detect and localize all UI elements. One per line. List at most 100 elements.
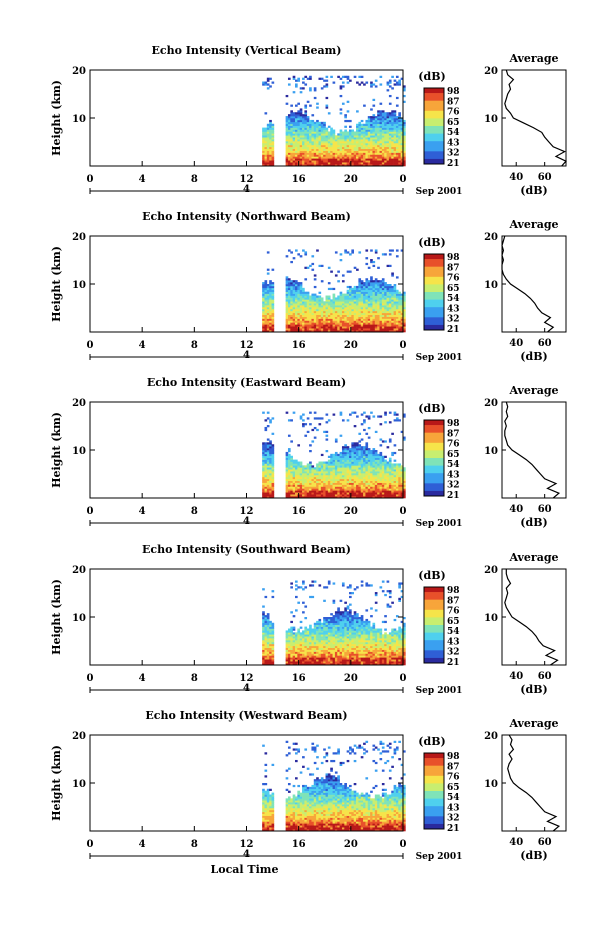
heatmap-cell (304, 301, 308, 304)
heatmap-cell (344, 482, 347, 485)
heatmap-cell (349, 318, 352, 321)
heatmap-cell (339, 154, 343, 157)
heatmap-cell (381, 459, 385, 462)
heatmap-cell (339, 457, 343, 460)
heatmap-cell (316, 297, 319, 300)
heatmap-cell (325, 297, 329, 300)
heatmap-cell (325, 148, 329, 151)
heatmap-cell (393, 488, 397, 491)
heatmap-cell (311, 490, 315, 493)
heatmap-cell (349, 471, 352, 474)
heatmap-cell (381, 494, 385, 497)
heatmap-cell (367, 285, 371, 289)
heatmap-cell (334, 142, 338, 146)
heatmap-cell (391, 272, 394, 275)
heatmap-cell (302, 295, 305, 298)
heatmap-cell (269, 119, 272, 123)
heatmap-cell (323, 144, 326, 148)
heatmap-cell (367, 301, 371, 304)
heatmap-cell (295, 496, 298, 499)
heatmap-cell (290, 632, 293, 635)
heatmap-cell (386, 118, 390, 121)
heatmap-cell (391, 293, 394, 296)
heatmap-cell (363, 139, 366, 142)
heatmap-cell (325, 106, 329, 109)
heatmap-cell (264, 617, 268, 620)
x-tick-label: 12 (240, 340, 254, 351)
heatmap-cell (290, 320, 293, 323)
heatmap-cell (353, 299, 357, 302)
heatmap-cell (391, 158, 394, 161)
heatmap-cell (290, 152, 293, 155)
heatmap-cell (264, 624, 268, 627)
heatmap-cell (332, 413, 336, 416)
heatmap-cell (391, 465, 394, 468)
heatmap-cell (318, 318, 322, 321)
heatmap-cell (374, 453, 378, 457)
heatmap-cell (316, 121, 319, 125)
heatmap-cell (269, 620, 272, 624)
heatmap-cell (262, 312, 265, 316)
heatmap-cell (330, 129, 333, 132)
heatmap-cell (262, 657, 265, 660)
heatmap-cell (269, 137, 272, 140)
heatmap-cell (266, 488, 270, 491)
heatmap-cell (316, 328, 319, 331)
heatmap-cell (327, 480, 331, 483)
heatmap-cell (266, 87, 270, 90)
heatmap-cell (290, 148, 293, 151)
heatmap-cell (330, 141, 333, 144)
heatmap-cell (358, 326, 362, 329)
heatmap-cell (264, 455, 268, 458)
heatmap-cell (299, 293, 303, 296)
heatmap-cell (287, 490, 291, 493)
heatmap-cell (287, 287, 291, 291)
heatmap-cell (384, 116, 387, 119)
heatmap-cell (391, 308, 394, 312)
heatmap-cell (386, 496, 390, 499)
heatmap-cell (264, 328, 268, 331)
heatmap-cell (299, 301, 303, 304)
heatmap-cell (386, 308, 390, 312)
heatmap-cell (316, 135, 319, 138)
heatmap-cell (262, 490, 265, 493)
heatmap-cell (292, 305, 296, 308)
heatmap-cell (302, 148, 305, 151)
heatmap-cell (365, 135, 369, 138)
heatmap-cell (323, 305, 326, 308)
heatmap-cell (346, 135, 350, 138)
heatmap-cell (400, 301, 404, 304)
heatmap-cell (374, 152, 378, 155)
heatmap-cell (365, 293, 369, 296)
heatmap-cell (351, 411, 354, 414)
heatmap-cell (287, 144, 291, 148)
heatmap-cell (360, 453, 364, 457)
heatmap-cell (339, 108, 343, 111)
heatmap-cell (351, 158, 354, 161)
heatmap-cell (339, 253, 343, 256)
heatmap-cell (334, 310, 338, 314)
heatmap-cell (391, 129, 394, 132)
heatmap-cell (398, 303, 401, 306)
heatmap-cell (313, 634, 317, 637)
heatmap-cell (337, 478, 340, 482)
heatmap-cell (363, 494, 366, 497)
heatmap-cell (395, 301, 399, 304)
heatmap-cell (302, 303, 305, 306)
heatmap-cell (309, 141, 312, 144)
heatmap-cell (353, 450, 357, 453)
heatmap-cell (381, 158, 385, 161)
heatmap-cell (271, 330, 275, 333)
heatmap-cell (264, 647, 268, 650)
heatmap-cell (334, 480, 338, 483)
heatmap-cell (285, 142, 289, 146)
heatmap-cell (295, 314, 298, 317)
heatmap-cell (332, 308, 336, 312)
heatmap-cell (306, 653, 310, 656)
heatmap-cell (372, 129, 376, 132)
heatmap-cell (358, 322, 362, 325)
heatmap-cell (367, 463, 371, 466)
heatmap-cell (287, 434, 291, 437)
heatmap-cell (379, 318, 383, 321)
heatmap-cell (372, 492, 376, 495)
